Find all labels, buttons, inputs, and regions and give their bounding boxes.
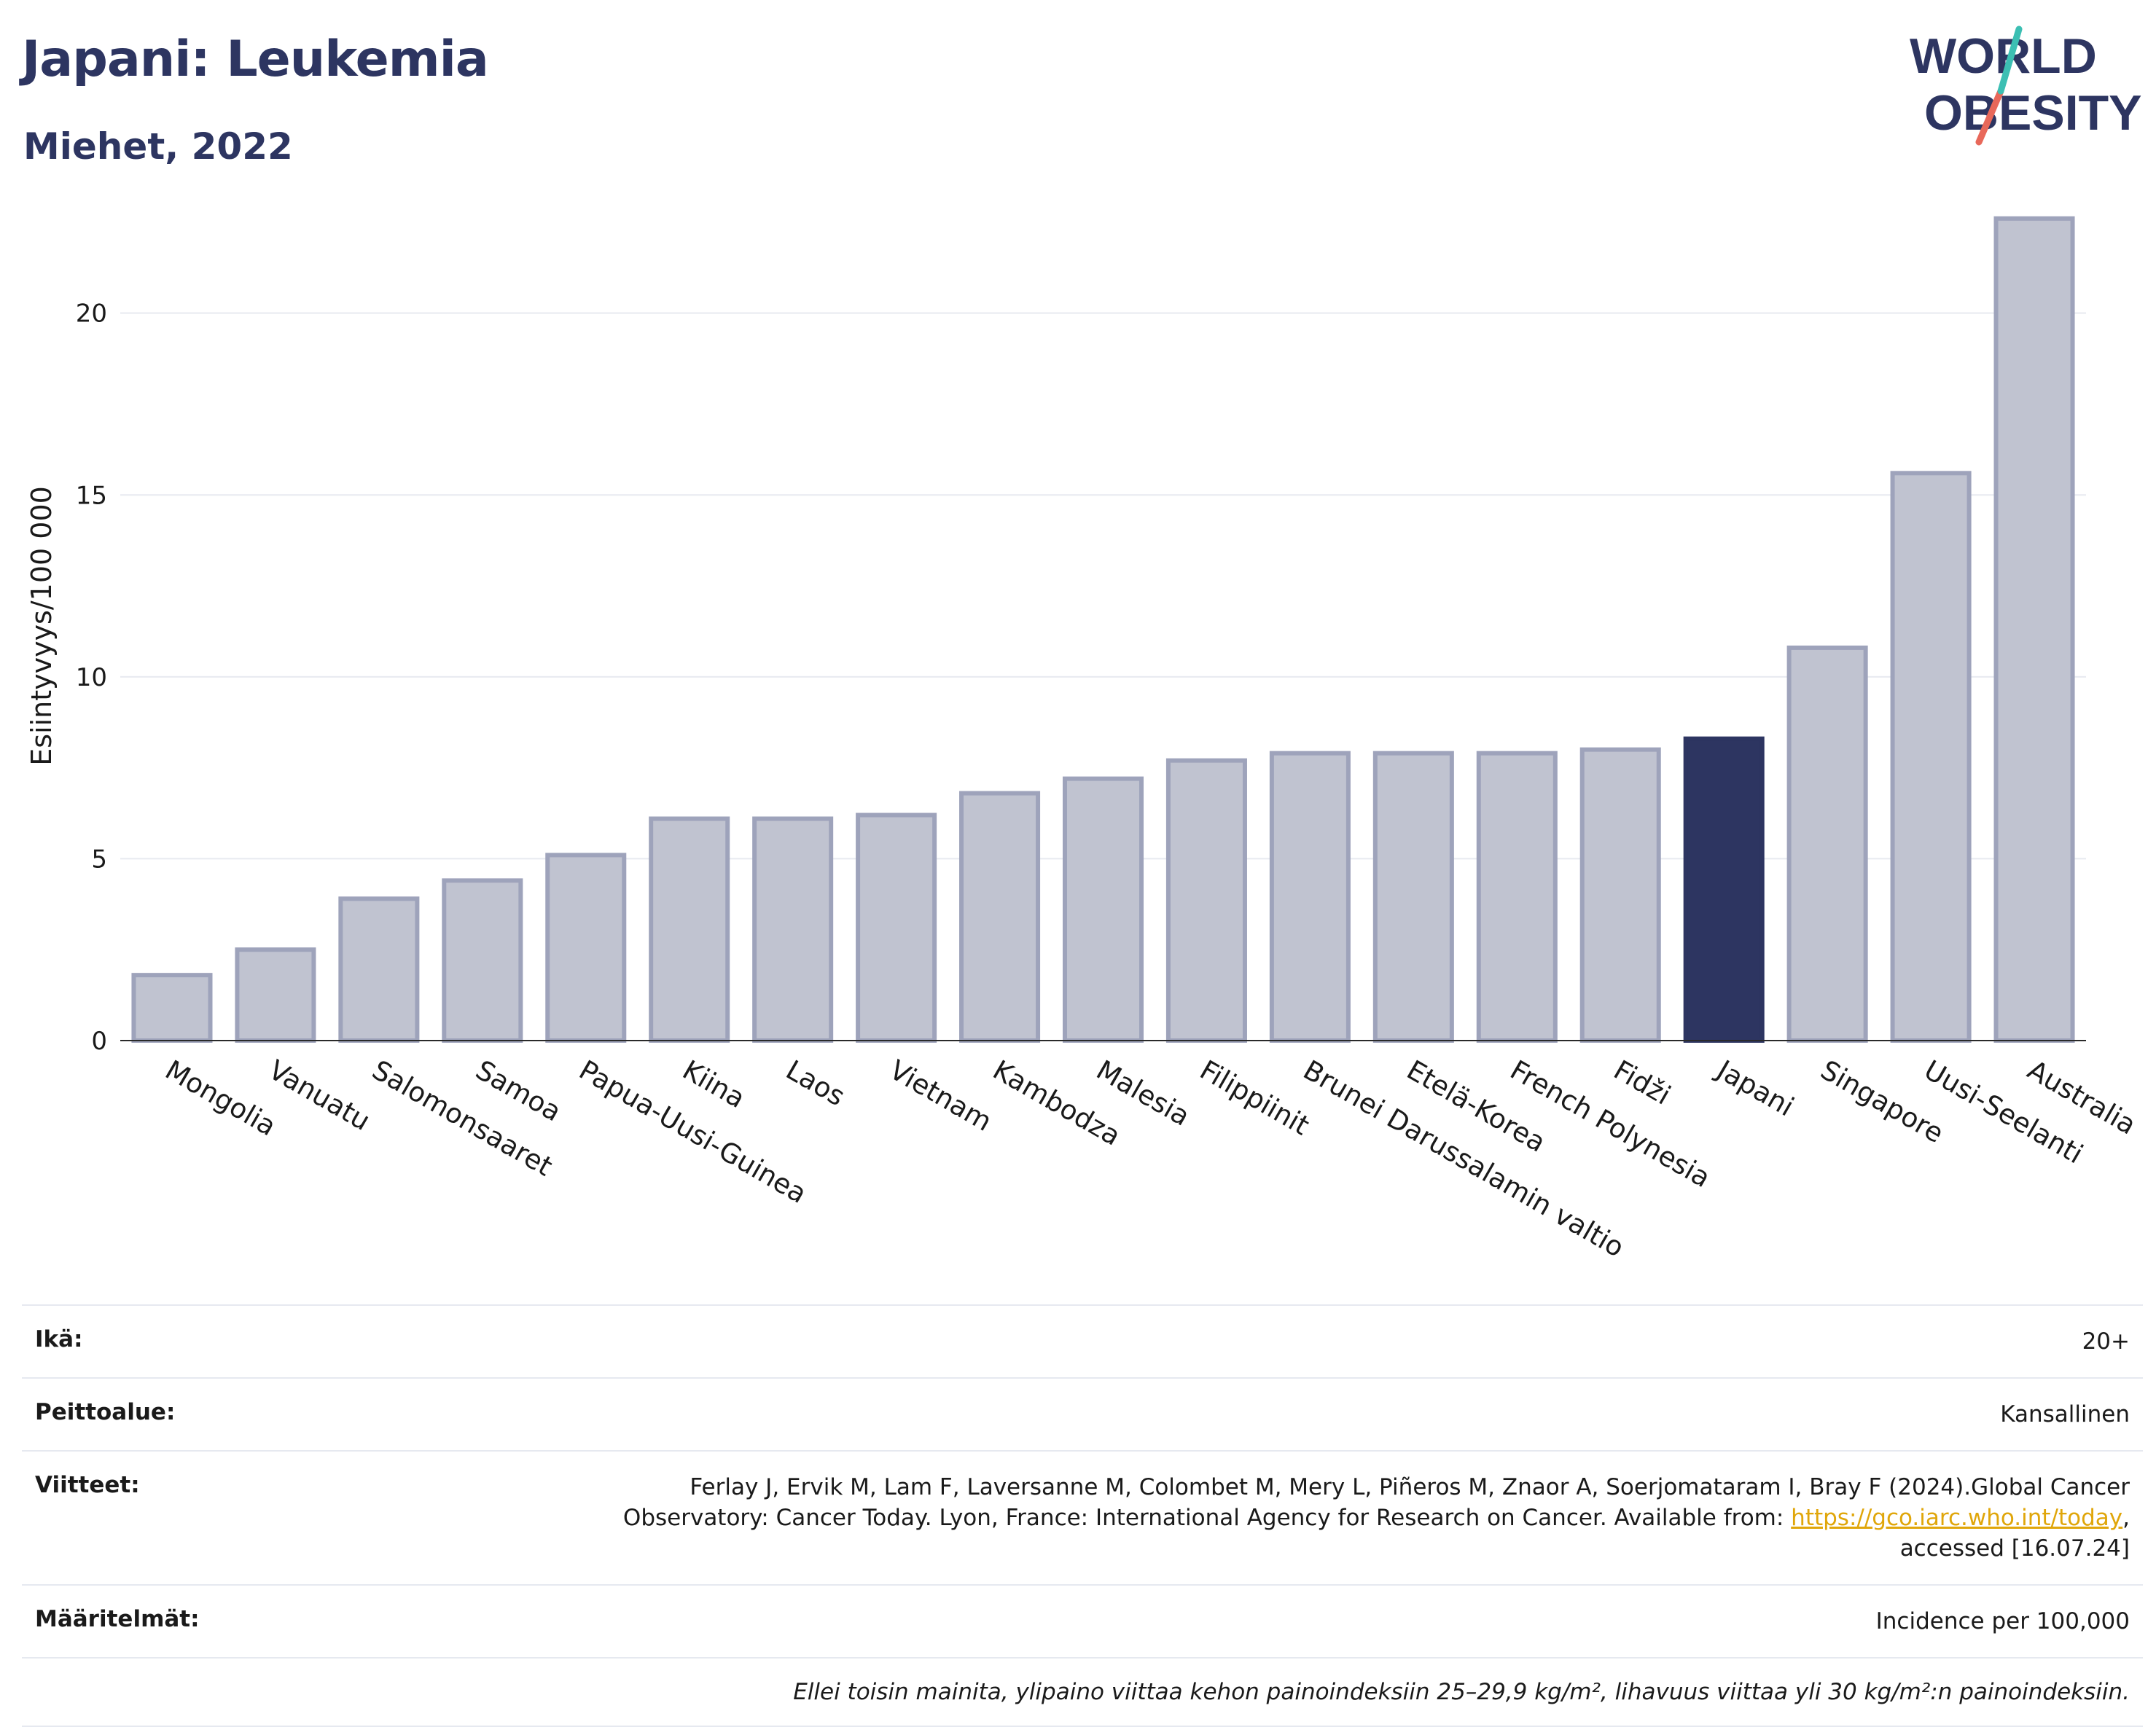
bars xyxy=(131,216,2075,1043)
x-tick-label: Mongolia xyxy=(160,1054,281,1143)
y-axis-label: Esiintyvyys/100 000 xyxy=(26,486,58,766)
bar-kiina xyxy=(649,816,730,1043)
y-tick-label: 5 xyxy=(91,845,107,874)
age-label: Ikä: xyxy=(35,1326,83,1352)
bar-etelä-korea xyxy=(1372,751,1454,1043)
bar-vanuatu xyxy=(235,947,316,1043)
bar-papua-uusi-guinea xyxy=(545,853,627,1043)
references-line-3: accessed [16.07.24] xyxy=(1899,1535,2130,1562)
x-tick-label: Fidži xyxy=(1609,1054,1676,1111)
x-tick-label: Laos xyxy=(781,1054,850,1113)
x-tick-label: Japani xyxy=(1711,1054,1800,1123)
references-line-1: Ferlay J, Ervik M, Lam F, Laversanne M, … xyxy=(690,1474,2130,1500)
bar-singapore xyxy=(1786,645,1868,1043)
coverage-value: Kansallinen xyxy=(2000,1401,2130,1428)
meta-row-definitions: Määritelmät: Incidence per 100,000 xyxy=(22,1584,2143,1657)
references-value: Ferlay J, Ervik M, Lam F, Laversanne M, … xyxy=(623,1472,2130,1564)
meta-row-age: Ikä: 20+ xyxy=(22,1304,2143,1377)
bar-fidži xyxy=(1579,747,1661,1043)
page-title: Japani: Leukemia xyxy=(22,31,489,88)
meta-row-references: Viitteet: Ferlay J, Ervik M, Lam F, Lave… xyxy=(22,1450,2143,1584)
definitions-value: Incidence per 100,000 xyxy=(1875,1608,2130,1634)
x-tick-label: Kiina xyxy=(677,1054,750,1115)
bar-samoa xyxy=(442,878,523,1043)
references-line-2-end: , xyxy=(2122,1505,2130,1531)
world-obesity-logo: WORLD OBESITY xyxy=(1910,26,2142,146)
bar-uusi-seelanti xyxy=(1890,471,1972,1043)
bar-salomonsaaret xyxy=(338,896,420,1043)
references-line-2: Observatory: Cancer Today. Lyon, France:… xyxy=(622,1505,1792,1531)
x-tick-label: Vietnam xyxy=(884,1054,997,1137)
y-tick-label: 20 xyxy=(76,299,107,329)
references-link[interactable]: https://gco.iarc.who.int/today xyxy=(1791,1505,2123,1531)
bar-japani xyxy=(1683,736,1765,1043)
bar-filippiinit xyxy=(1165,758,1247,1043)
meta-row-coverage: Peittoalue: Kansallinen xyxy=(22,1377,2143,1450)
bar-chart: 0 5 10 15 20 MongoliaVanuatuSalomonsaaretSam… xyxy=(26,216,2141,1264)
bar-french-polynesia xyxy=(1476,751,1558,1043)
y-tick-label: 15 xyxy=(76,481,107,510)
bar-laos xyxy=(752,816,834,1043)
bar-mongolia xyxy=(131,973,213,1043)
y-axis-ticks: 0 5 10 15 20 xyxy=(76,299,107,1056)
bar-brunei-darussalamin-valtio xyxy=(1269,751,1351,1043)
y-tick-label: 10 xyxy=(76,663,107,692)
x-tick-label: Filippiinit xyxy=(1195,1054,1315,1142)
y-tick-label: 0 xyxy=(91,1027,107,1056)
age-value: 20+ xyxy=(2082,1328,2130,1355)
bar-malesia xyxy=(1062,776,1144,1043)
references-label: Viitteet: xyxy=(35,1472,140,1498)
x-tick-label: Salomonsaaret xyxy=(367,1054,558,1183)
metadata-table: Ikä: 20+ Peittoalue: Kansallinen Viittee… xyxy=(22,1304,2143,1727)
svg-text:OBESITY: OBESITY xyxy=(1924,85,2142,141)
coverage-label: Peittoalue: xyxy=(35,1399,176,1425)
bar-australia xyxy=(1993,216,2075,1043)
bar-vietnam xyxy=(856,812,937,1043)
bmi-note: Ellei toisin mainita, ylipaino viittaa k… xyxy=(22,1657,2143,1727)
page-subtitle: Miehet, 2022 xyxy=(23,125,293,168)
x-tick-label: Vanuatu xyxy=(263,1054,375,1137)
bar-kambodza xyxy=(959,791,1041,1043)
definitions-label: Määritelmät: xyxy=(35,1606,200,1632)
